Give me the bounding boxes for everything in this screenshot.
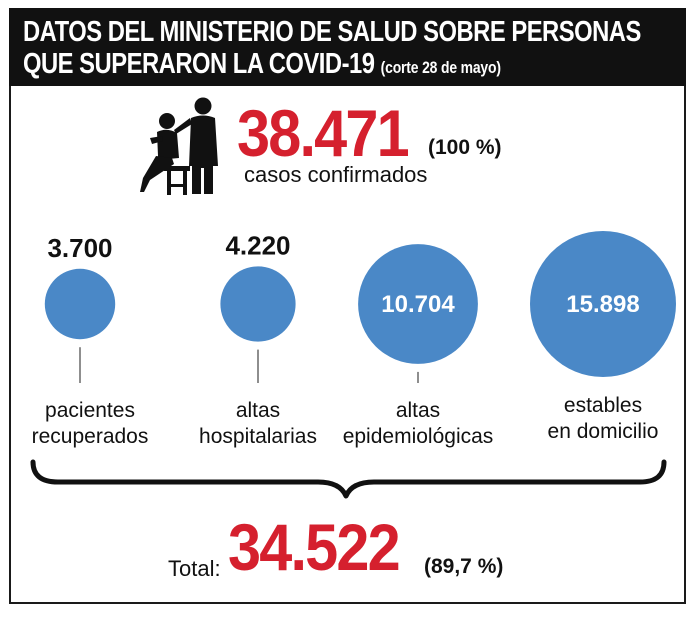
summary-total-value: 34.522	[228, 510, 401, 584]
category-label-4-line-2: en domicilio	[548, 420, 659, 443]
title-note: (corte 28 de mayo)	[380, 58, 501, 77]
bubble-value-label-4: 15.898	[566, 291, 639, 318]
category-label-2-line-1: altas	[236, 399, 280, 422]
bubble-value-label-1: 3.700	[47, 233, 112, 263]
category-label-1-line-2: recuperados	[32, 425, 149, 448]
title-line-2: QUE SUPERARON LA COVID-19 (corte 28 de m…	[23, 48, 567, 84]
header-bar: DATOS DEL MINISTERIO DE SALUD SOBRE PERS…	[9, 8, 686, 86]
category-label-2-line-2: hospitalarias	[199, 425, 317, 448]
confirmed-label: casos confirmados	[244, 162, 428, 187]
bubble-value-label-3: 10.704	[381, 291, 455, 318]
title-line-1: DATOS DEL MINISTERIO DE SALUD SOBRE PERS…	[23, 16, 641, 48]
category-label-3-line-2: epidemiológicas	[343, 425, 494, 448]
title-main: QUE SUPERARON LA COVID-19	[23, 48, 375, 80]
bubble-3	[358, 244, 478, 364]
bubble-4	[530, 231, 676, 377]
bubble-2	[220, 266, 296, 342]
category-label-1-line-1: pacientes	[45, 399, 135, 422]
summary-label: Total:	[168, 556, 221, 581]
confirmed-total-value: 38.471	[237, 96, 410, 170]
confirmed-percent: (100 %)	[428, 136, 502, 159]
category-label-3-line-1: altas	[396, 399, 440, 422]
category-label-4-line-1: estables	[564, 394, 642, 417]
bubble-1	[44, 268, 116, 340]
bubble-value-label-2: 4.220	[225, 230, 290, 260]
doctor-patient-icon	[140, 97, 218, 195]
summary-percent: (89,7 %)	[424, 555, 504, 578]
grouping-brace	[30, 459, 667, 499]
